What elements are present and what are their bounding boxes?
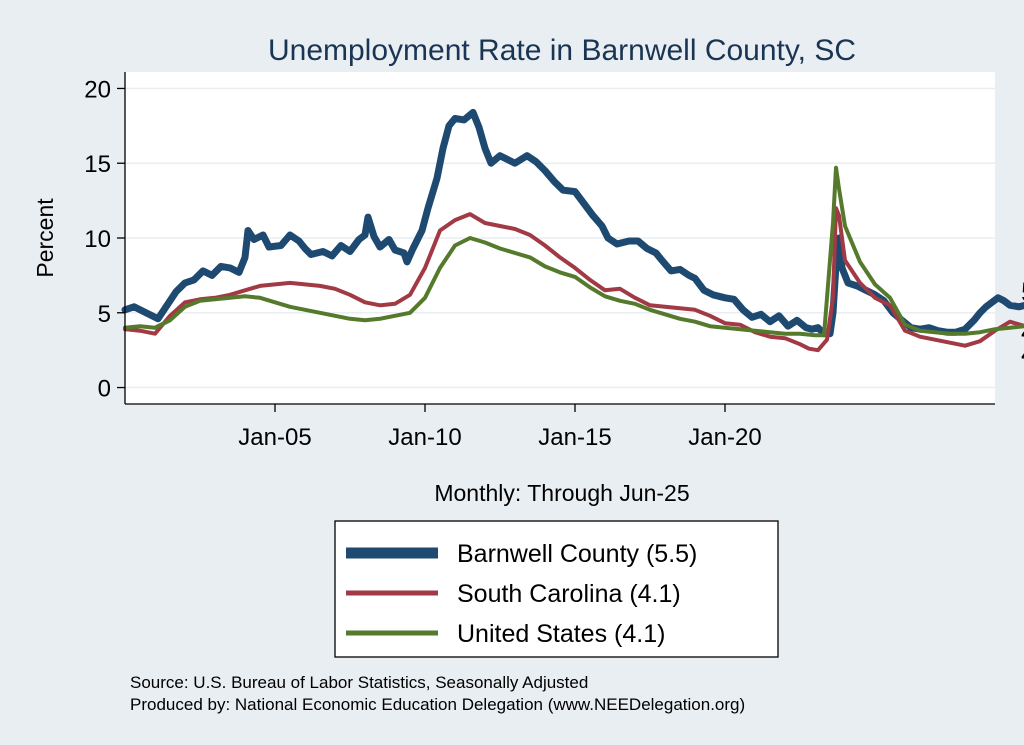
x-axis-title: Monthly: Through Jun-25	[434, 480, 689, 506]
y-tick-label-2: 10	[84, 226, 111, 253]
x-tick-label-3: Jan-20	[688, 424, 761, 451]
y-tick-label-1: 5	[98, 301, 111, 328]
source-note: Source: U.S. Bureau of Labor Statistics,…	[130, 673, 588, 692]
legend: Barnwell County (5.5) South Carolina (4.1…	[334, 520, 779, 658]
x-tick-label-0: Jan-05	[238, 424, 311, 451]
y-tick-label-3: 15	[84, 151, 111, 178]
legend-label-2: United States (4.1)	[457, 620, 665, 648]
y-axis-ticks: 0 5 10 15 20	[84, 76, 125, 403]
x-tick-label-1: Jan-10	[388, 424, 461, 451]
x-tick-label-2: Jan-15	[538, 424, 611, 451]
y-tick-label-0: 0	[98, 376, 111, 403]
end-label-south-carolina: 4.1	[1021, 316, 1024, 347]
legend-label-1: South Carolina (4.1)	[457, 580, 681, 608]
series-line-south-carolina	[123, 206, 1024, 353]
series-line-united-states	[123, 165, 1024, 338]
end-label-united-states: 4.1	[1021, 338, 1024, 369]
produced-by-note: Produced by: National Economic Education…	[130, 695, 745, 714]
x-axis-ticks: Jan-05 Jan-10 Jan-15 Jan-20	[238, 404, 762, 451]
y-axis-title: Percent	[32, 198, 58, 278]
chart-title: Unemployment Rate in Barnwell County, SC	[268, 34, 856, 67]
series-line-barnwell-county	[121, 108, 1024, 338]
series-lines	[121, 108, 1024, 353]
end-label-barnwell-county: 5.5	[1021, 276, 1024, 307]
y-tick-label-4: 20	[84, 76, 111, 103]
end-labels: 5.5 4.14.1	[1021, 276, 1024, 369]
legend-label-0: Barnwell County (5.5)	[457, 540, 697, 568]
